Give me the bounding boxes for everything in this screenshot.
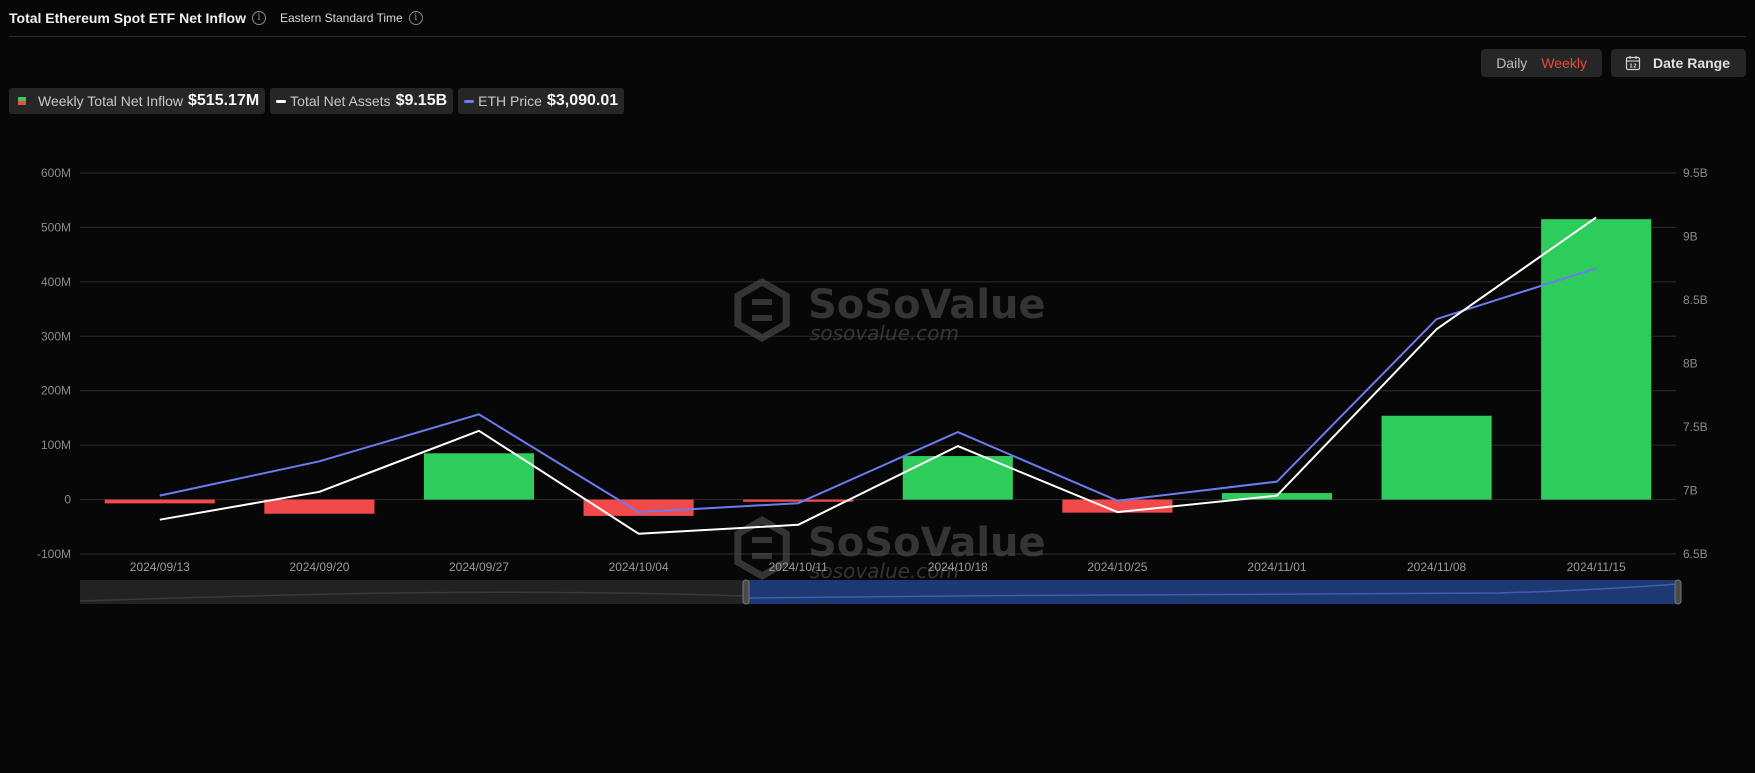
chart-controls: Daily Weekly 12 Date Range — [1481, 49, 1746, 77]
legend-inflow-value: $515.17M — [188, 92, 260, 109]
y-left-tick-label: 600M — [41, 166, 71, 180]
inflow-swatch — [18, 97, 26, 105]
date-range-label: Date Range — [1652, 55, 1730, 71]
price-swatch — [464, 99, 475, 103]
svg-text:12: 12 — [1629, 64, 1637, 70]
y-right-tick-label: 8B — [1683, 357, 1698, 371]
x-tick-label: 2024/11/01 — [1247, 560, 1306, 574]
x-tick-label: 2024/11/15 — [1567, 560, 1626, 574]
y-left-tick-label: 500M — [41, 220, 71, 234]
inflow-bar — [583, 499, 694, 516]
y-left-tick-label: 100M — [41, 438, 71, 452]
y-left-tick-label: 300M — [41, 329, 71, 343]
legend-inflow[interactable]: Weekly Total Net Inflow $515.17M — [9, 88, 266, 114]
y-right-tick-label: 9B — [1683, 230, 1698, 244]
chart-header: Total Ethereum Spot ETF Net Inflow i Eas… — [9, 0, 1746, 37]
x-tick-label: 2024/10/11 — [769, 560, 828, 574]
watermark-logo-icon — [734, 515, 790, 581]
chart-legend: Weekly Total Net Inflow $515.17M Total N… — [9, 88, 625, 114]
zoom-slider-preview — [79, 591, 747, 602]
legend-inflow-label: Weekly Total Net Inflow — [38, 93, 183, 109]
assets-swatch — [276, 99, 287, 103]
x-tick-label: 2024/09/27 — [449, 560, 509, 574]
timezone-info-icon[interactable]: i — [408, 11, 423, 25]
x-tick-label: 2024/09/13 — [130, 560, 190, 574]
legend-assets-value: $9.15B — [395, 92, 448, 109]
y-left-tick-label: 0 — [64, 493, 71, 507]
watermark-logo-mark — [752, 299, 772, 321]
calendar-icon: 12 — [1625, 56, 1641, 71]
legend-assets-label: Total Net Assets — [290, 93, 391, 109]
zoom-handle-left[interactable] — [742, 579, 750, 605]
y-right-tick-label: 7.5B — [1683, 420, 1708, 434]
y-right-tick-label: 9.5B — [1683, 166, 1708, 180]
zoom-slider-preview-line — [745, 583, 1679, 599]
x-tick-label: 2024/10/25 — [1087, 560, 1147, 574]
watermark-logo-icon — [734, 277, 790, 343]
x-tick-label: 2024/11/08 — [1407, 560, 1466, 574]
legend-price-label: ETH Price — [478, 93, 542, 109]
x-tick-label: 2024/10/04 — [609, 560, 669, 574]
info-icon[interactable]: i — [251, 11, 266, 25]
inflow-bar — [1381, 415, 1492, 500]
inflow-bar — [423, 453, 535, 500]
watermark-brand: SoSoValue — [808, 520, 1046, 566]
legend-price-value: $3,090.01 — [546, 92, 619, 109]
y-left-tick-label: -100M — [37, 547, 71, 561]
weekly-button[interactable]: Weekly — [1541, 55, 1587, 71]
legend-price[interactable]: ETH Price $3,090.01 — [458, 88, 625, 114]
eth-price-line — [159, 267, 1597, 514]
y-left-tick-label: 200M — [41, 384, 71, 398]
inflow-bar — [104, 499, 215, 504]
y-left-tick-label: 400M — [41, 275, 71, 289]
chart-title: Total Ethereum Spot ETF Net Inflow — [9, 10, 246, 26]
inflow-bar — [1541, 219, 1652, 500]
timezone-label: Eastern Standard Time — [279, 11, 403, 25]
inflow-bar — [264, 499, 375, 514]
date-range-button[interactable]: 12 Date Range — [1610, 49, 1746, 77]
watermark-logo-mark — [752, 537, 772, 559]
zoom-handle-right[interactable] — [1674, 579, 1682, 605]
x-tick-label: 2024/09/20 — [289, 560, 349, 574]
period-toggle: Daily Weekly — [1481, 49, 1602, 77]
x-tick-label: 2024/10/18 — [928, 560, 988, 574]
watermark-domain: sosovalue.com — [810, 321, 959, 345]
watermark-brand: SoSoValue — [808, 282, 1046, 328]
y-right-tick-label: 8.5B — [1683, 293, 1708, 307]
daily-button[interactable]: Daily — [1496, 55, 1528, 71]
y-right-tick-label: 6.5B — [1683, 547, 1708, 561]
legend-assets[interactable]: Total Net Assets $9.15B — [270, 88, 454, 114]
y-right-tick-label: 7B — [1683, 484, 1698, 498]
watermark-domain: sosovalue.com — [810, 559, 959, 583]
net-assets-line — [159, 216, 1597, 535]
inflow-bar — [743, 499, 854, 502]
